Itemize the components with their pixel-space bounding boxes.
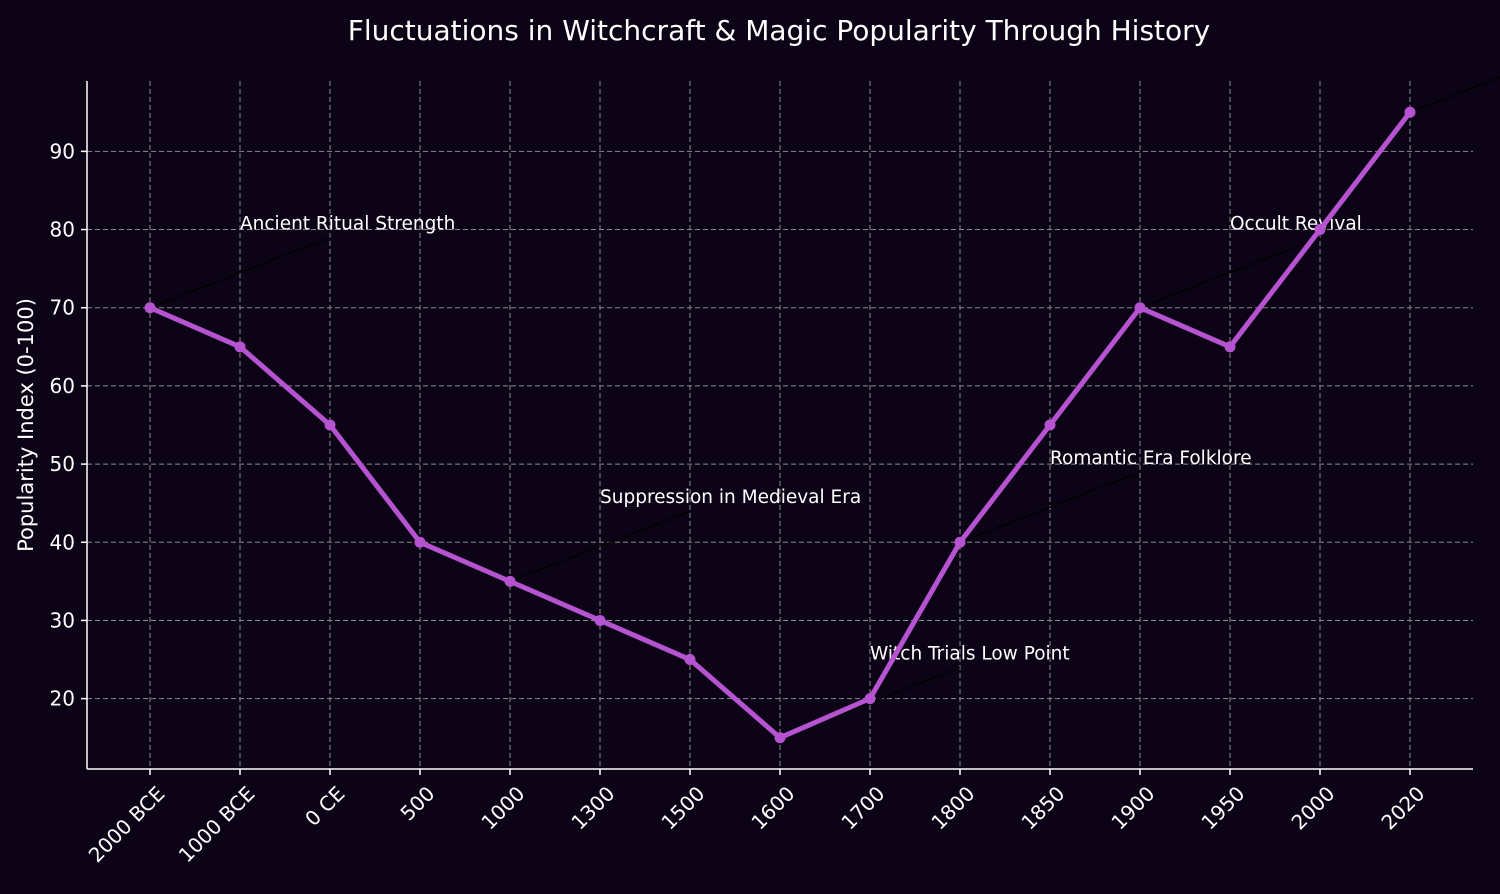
annotation-arrow — [149, 236, 331, 309]
data-point — [144, 302, 156, 314]
data-point — [684, 654, 696, 666]
annotation-label: Ancient Ritual Strength — [240, 214, 455, 235]
data-point — [954, 536, 966, 548]
annotation-label: Occult Revival — [1230, 214, 1362, 235]
series-popularity — [144, 106, 1416, 744]
data-point — [1314, 224, 1326, 236]
y-axis-label: Popularity Index (0-100) — [14, 298, 38, 552]
annotation-arrow — [509, 510, 691, 582]
annotation-arrow — [1139, 236, 1321, 309]
annotation-label: Witch Trials Low Point — [870, 644, 1070, 665]
data-point — [594, 614, 606, 626]
data-point — [414, 536, 426, 548]
annotation-arrow — [959, 471, 1141, 543]
y-tick-label: 20 — [50, 687, 75, 711]
data-point — [1044, 419, 1056, 431]
y-tick-label: 70 — [50, 296, 75, 320]
data-point — [1134, 302, 1146, 314]
data-point — [504, 575, 516, 587]
y-tick-label: 90 — [50, 139, 75, 163]
data-point — [864, 693, 876, 705]
annotation-label: Romantic Era Folklore — [1050, 448, 1252, 469]
data-point — [234, 341, 246, 353]
axes — [81, 81, 1473, 775]
y-tick-label: 60 — [50, 374, 75, 398]
y-tick-label: 30 — [50, 608, 75, 632]
data-point — [324, 419, 336, 431]
y-tick-label: 80 — [50, 218, 75, 242]
data-point — [774, 732, 786, 744]
annotation-label: Suppression in Medieval Era — [600, 487, 861, 508]
y-tick-label: 40 — [50, 530, 75, 554]
annotation-arrow — [1409, 76, 1500, 113]
y-tick-labels: 20 30 40 50 60 70 80 90 — [50, 139, 75, 710]
annotations: Ancient Ritual Strength Suppression in Me… — [149, 76, 1500, 739]
chart-title: Fluctuations in Witchcraft & Magic Popul… — [348, 14, 1211, 47]
data-point — [1224, 341, 1236, 353]
data-point — [1404, 106, 1416, 118]
y-tick-label: 50 — [50, 452, 75, 476]
